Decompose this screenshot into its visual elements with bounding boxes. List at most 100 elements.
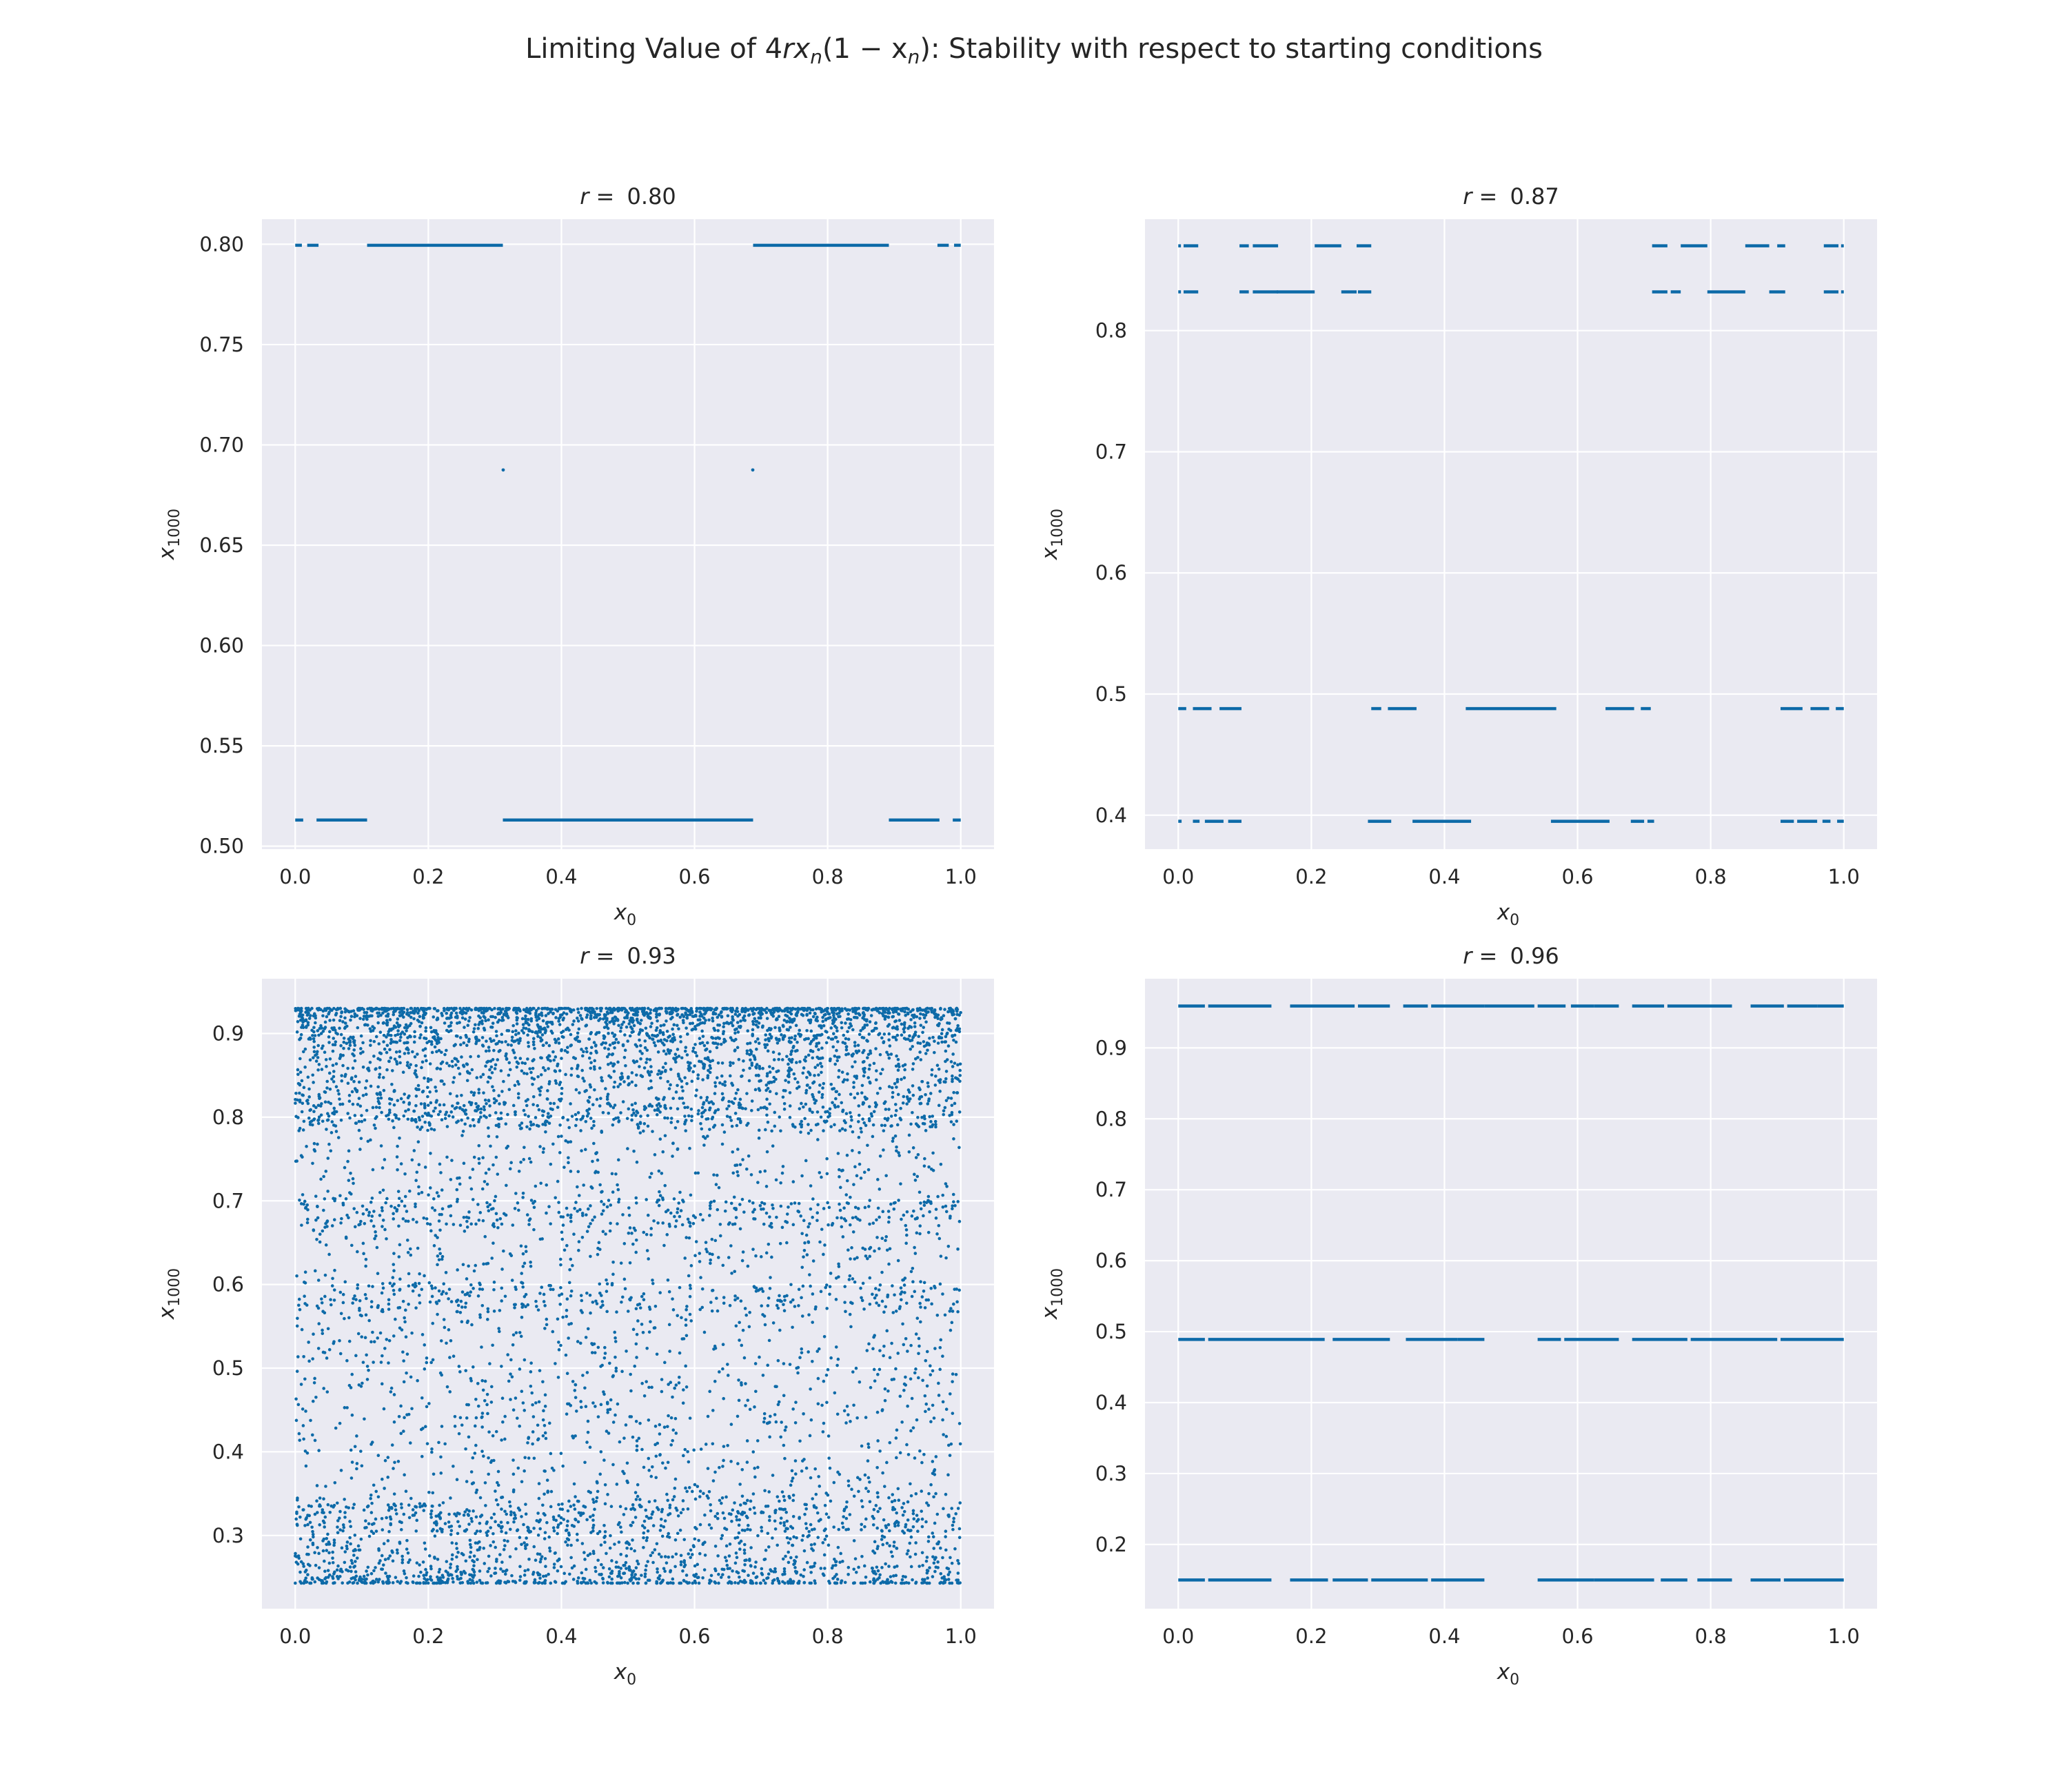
data-point bbox=[301, 1424, 305, 1427]
data-point bbox=[734, 1091, 738, 1095]
data-point bbox=[866, 1076, 871, 1079]
data-point bbox=[874, 1047, 878, 1050]
data-point bbox=[957, 1562, 961, 1565]
data-point bbox=[738, 1321, 741, 1325]
data-point bbox=[529, 1361, 533, 1365]
data-point bbox=[800, 1232, 804, 1236]
data-point bbox=[556, 1376, 560, 1379]
data-point bbox=[902, 1283, 906, 1287]
data-point bbox=[822, 1334, 827, 1338]
data-point bbox=[911, 1068, 915, 1071]
data-point bbox=[698, 1041, 702, 1046]
data-point bbox=[863, 1205, 867, 1210]
data-point bbox=[861, 1060, 865, 1064]
data-point bbox=[736, 1296, 740, 1300]
data-point bbox=[624, 1063, 627, 1068]
data-point bbox=[327, 1561, 332, 1565]
data-point bbox=[746, 1527, 749, 1531]
data-point bbox=[558, 1081, 562, 1084]
data-point bbox=[522, 1108, 526, 1112]
data-point bbox=[791, 1325, 794, 1330]
data-point bbox=[562, 1165, 566, 1169]
data-point bbox=[676, 1314, 680, 1318]
data-point bbox=[300, 1079, 304, 1083]
data-point bbox=[414, 1010, 418, 1013]
data-point bbox=[751, 1034, 755, 1037]
data-point bbox=[682, 1200, 685, 1203]
data-point bbox=[764, 1251, 769, 1255]
data-point bbox=[899, 1292, 902, 1296]
data-point bbox=[742, 1511, 747, 1515]
data-point bbox=[831, 1032, 835, 1036]
data-point bbox=[671, 1555, 674, 1559]
data-point bbox=[839, 1551, 842, 1556]
data-point bbox=[798, 1107, 802, 1110]
data-point bbox=[791, 1514, 795, 1518]
data-point bbox=[352, 1041, 356, 1045]
data-point bbox=[678, 1077, 682, 1081]
data-point bbox=[823, 1567, 827, 1570]
data-point bbox=[593, 1351, 597, 1354]
data-point bbox=[784, 1425, 788, 1429]
x-axis-label: x0 bbox=[614, 900, 636, 929]
data-point bbox=[835, 1048, 838, 1052]
data-point bbox=[412, 1574, 416, 1578]
data-point bbox=[329, 1298, 332, 1301]
data-point bbox=[792, 1019, 796, 1022]
data-point bbox=[702, 1134, 705, 1139]
data-point bbox=[713, 1581, 718, 1585]
data-point bbox=[313, 1376, 316, 1381]
data-point bbox=[919, 1320, 922, 1324]
data-point bbox=[486, 1310, 490, 1314]
data-point bbox=[773, 1527, 778, 1531]
data-point bbox=[685, 1574, 689, 1577]
data-point bbox=[394, 1508, 398, 1511]
data-point bbox=[508, 1068, 512, 1072]
data-point bbox=[944, 1049, 948, 1053]
data-point bbox=[791, 1498, 795, 1503]
data-point bbox=[678, 1190, 682, 1194]
data-point bbox=[630, 1080, 634, 1084]
data-point bbox=[787, 1494, 791, 1498]
data-point bbox=[447, 1512, 451, 1516]
data-point bbox=[748, 1507, 752, 1511]
data-point bbox=[429, 1361, 433, 1365]
data-point bbox=[861, 1505, 864, 1509]
data-point bbox=[303, 1377, 307, 1381]
data-point bbox=[507, 1379, 511, 1383]
data-point bbox=[507, 1006, 511, 1010]
data-point bbox=[902, 1343, 906, 1347]
data-point bbox=[464, 1301, 468, 1305]
data-point bbox=[663, 1183, 667, 1188]
data-point bbox=[630, 1573, 633, 1577]
data-point bbox=[338, 1026, 341, 1030]
data-point bbox=[439, 1171, 443, 1174]
data-point bbox=[388, 1110, 392, 1114]
data-point bbox=[944, 1407, 949, 1412]
data-point bbox=[722, 1301, 726, 1305]
data-point bbox=[634, 1083, 638, 1088]
data-point bbox=[795, 1570, 799, 1574]
data-point bbox=[559, 1285, 562, 1290]
data-point bbox=[663, 1106, 667, 1109]
data-point bbox=[483, 1114, 486, 1118]
data-point bbox=[543, 1469, 547, 1473]
data-point bbox=[740, 1494, 744, 1498]
data-point bbox=[948, 1310, 952, 1313]
data-point bbox=[680, 1337, 685, 1341]
x-tick-label: 0.2 bbox=[1295, 865, 1327, 888]
data-point bbox=[643, 1046, 647, 1050]
data-point bbox=[417, 1192, 420, 1196]
data-point bbox=[878, 1052, 882, 1057]
data-point bbox=[482, 1091, 485, 1094]
data-point bbox=[910, 1214, 914, 1218]
data-point bbox=[807, 1131, 811, 1135]
data-point bbox=[803, 1241, 807, 1245]
data-point bbox=[442, 1082, 446, 1086]
data-point bbox=[443, 1021, 447, 1025]
data-point bbox=[556, 1009, 560, 1013]
data-point bbox=[852, 1539, 856, 1542]
data-point bbox=[884, 1305, 888, 1309]
data-point bbox=[307, 1095, 312, 1099]
data-point bbox=[486, 1205, 490, 1209]
